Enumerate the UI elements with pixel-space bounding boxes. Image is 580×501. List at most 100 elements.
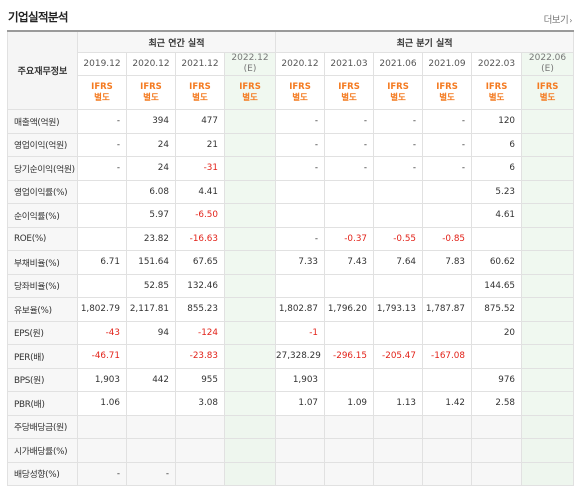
- ifrs-badge: IFRS 별도: [275, 75, 326, 110]
- table-cell: -: [324, 132, 375, 157]
- table-cell: [521, 156, 575, 181]
- group-header-quarterly: 최근 분기 실적: [275, 30, 575, 53]
- table-cell: [126, 391, 176, 416]
- table-cell: 442: [126, 367, 176, 392]
- ifrs-type: 별도: [488, 92, 505, 103]
- table-cell: [422, 320, 473, 345]
- table-cell: 477: [175, 109, 225, 134]
- table-cell: [521, 438, 575, 463]
- table-cell: -31: [175, 156, 225, 181]
- ifrs-badge: IFRS 별도: [521, 75, 575, 110]
- table-cell: -: [422, 156, 473, 181]
- table-cell: [77, 273, 127, 298]
- table-cell: [521, 391, 575, 416]
- table-cell: -46.71: [77, 344, 127, 369]
- table-cell: [521, 203, 575, 228]
- table-cell: -: [275, 226, 326, 251]
- table-cell: 21: [175, 132, 225, 157]
- table-cell: [521, 344, 575, 369]
- table-cell: [77, 226, 127, 251]
- table-cell: 52.85: [126, 273, 176, 298]
- table-cell: -16.63: [175, 226, 225, 251]
- table-cell: -23.83: [175, 344, 225, 369]
- period-header: 2021.03: [324, 52, 375, 76]
- table-cell: 1,802.79: [77, 297, 127, 322]
- row-label: 시가배당률(%): [7, 438, 78, 463]
- table-row: EPS(원) -43 94 -124 -1 20: [7, 320, 575, 345]
- table-cell: -0.85: [422, 226, 473, 251]
- table-cell: [77, 438, 127, 463]
- table-cell: [324, 320, 375, 345]
- table-cell: [275, 414, 326, 439]
- table-cell: [422, 414, 473, 439]
- table-cell: [373, 203, 424, 228]
- ifrs-label: IFRS: [338, 81, 360, 92]
- table-cell: 855.23: [175, 297, 225, 322]
- table-cell: [521, 414, 575, 439]
- table-cell: [324, 414, 375, 439]
- table-cell: 132.46: [175, 273, 225, 298]
- estimate-mark: (E): [541, 64, 554, 74]
- table-cell: 7.83: [422, 250, 473, 275]
- ifrs-label: IFRS: [436, 81, 458, 92]
- table-cell: [471, 461, 523, 486]
- table-cell: [373, 461, 424, 486]
- ifrs-badge: IFRS 별도: [324, 75, 375, 110]
- ifrs-label: IFRS: [140, 81, 162, 92]
- ifrs-badge: IFRS 별도: [175, 75, 225, 110]
- table-cell: 1.09: [324, 391, 375, 416]
- table-cell: 955: [175, 367, 225, 392]
- row-label: 영업이익(억원): [7, 132, 78, 157]
- table-row: 영업이익률(%) 6.08 4.41 5.23: [7, 179, 575, 204]
- table-cell: 6.71: [77, 250, 127, 275]
- label-header: 주요재무정보: [7, 30, 78, 110]
- more-label: 더보기: [543, 15, 569, 26]
- row-label: BPS(원): [7, 367, 78, 392]
- period-header: 2020.12: [126, 52, 176, 76]
- table-cell: 1,793.13: [373, 297, 424, 322]
- row-label: PBR(배): [7, 391, 78, 416]
- table-cell: [223, 297, 277, 322]
- table-cell: [521, 320, 575, 345]
- table-cell: [77, 203, 127, 228]
- table-cell: -296.15: [324, 344, 375, 369]
- table-cell: [223, 438, 277, 463]
- table-cell: [275, 461, 326, 486]
- section-title: 기업실적분석: [8, 10, 68, 24]
- row-label: 주당배당금(원): [7, 414, 78, 439]
- table-cell: [324, 461, 375, 486]
- table-cell: -: [373, 156, 424, 181]
- table-cell: -: [77, 156, 127, 181]
- ifrs-type: 별도: [439, 92, 455, 103]
- table-cell: 1,796.20: [324, 297, 375, 322]
- more-link[interactable]: 더보기›: [543, 12, 573, 26]
- ifrs-badge: IFRS 별도: [126, 75, 176, 110]
- table-cell: [373, 438, 424, 463]
- table-cell: 7.43: [324, 250, 375, 275]
- ifrs-badge: IFRS 별도: [422, 75, 473, 110]
- ifrs-label: IFRS: [189, 81, 211, 92]
- table-cell: [223, 344, 277, 369]
- ifrs-label: IFRS: [485, 81, 508, 92]
- table-cell: [175, 461, 225, 486]
- table-cell: [373, 414, 424, 439]
- table-row: 유보율(%) 1,802.79 2,117.81 855.23 1,802.87 1,79…: [7, 297, 575, 322]
- table-cell: [373, 179, 424, 204]
- table-cell: [223, 461, 277, 486]
- table-cell: 1,903: [275, 367, 326, 392]
- row-label: 영업이익률(%): [7, 179, 78, 204]
- ifrs-type: 별도: [292, 92, 308, 103]
- table-cell: 24: [126, 132, 176, 157]
- table-cell: [324, 367, 375, 392]
- table-cell: 23.82: [126, 226, 176, 251]
- table-cell: -: [77, 132, 127, 157]
- table-cell: [126, 414, 176, 439]
- ifrs-label: IFRS: [536, 81, 559, 92]
- table-cell: 144.65: [471, 273, 523, 298]
- table-cell: 875.52: [471, 297, 523, 322]
- table-cell: -: [77, 109, 127, 134]
- period-header: 2019.12: [77, 52, 127, 76]
- table-cell: [373, 367, 424, 392]
- table-cell: [275, 179, 326, 204]
- table-cell: [521, 273, 575, 298]
